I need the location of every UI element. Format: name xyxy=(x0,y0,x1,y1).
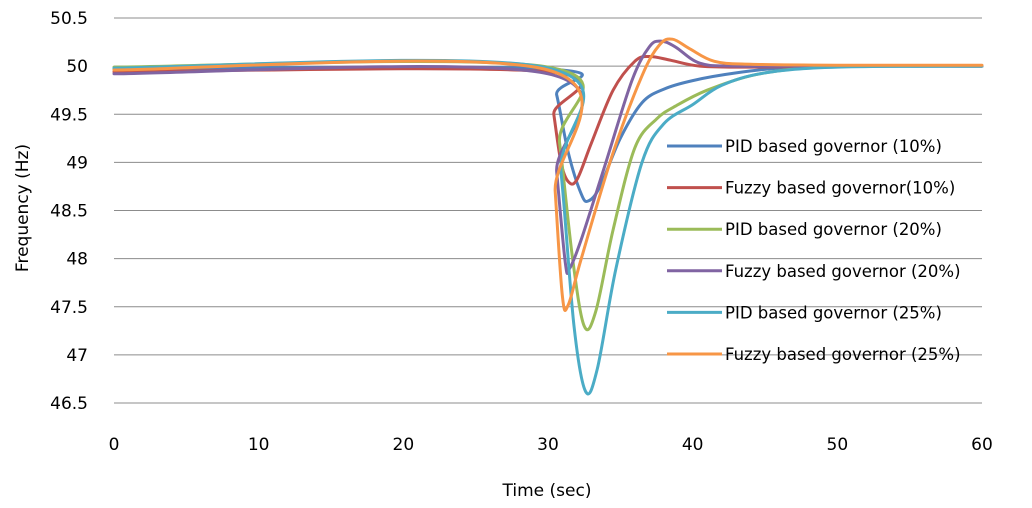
legend-label: Fuzzy based governor (20%) xyxy=(725,262,961,281)
x-tick-label: 40 xyxy=(682,435,704,455)
y-tick-label: 48.5 xyxy=(50,202,88,222)
y-tick-label: 50 xyxy=(66,57,88,77)
y-tick-label: 47.5 xyxy=(50,298,88,318)
y-tick-labels: 46.5 47 47.5 48 48.5 49 49.5 50 50.5 xyxy=(50,9,88,414)
y-tick-label: 46.5 xyxy=(50,394,88,414)
legend-label: PID based governor (10%) xyxy=(725,137,942,156)
legend: PID based governor (10%) Fuzzy based gove… xyxy=(667,137,961,364)
x-tick-label: 30 xyxy=(537,435,559,455)
series-lines xyxy=(112,37,984,396)
x-tick-label: 50 xyxy=(827,435,849,455)
y-tick-label: 48 xyxy=(66,250,88,270)
y-tick-label: 47 xyxy=(66,346,88,366)
series-line-2 xyxy=(112,54,984,186)
x-tick-label: 0 xyxy=(109,435,120,455)
legend-label: PID based governor (20%) xyxy=(725,220,942,239)
x-tick-label: 60 xyxy=(971,435,993,455)
x-tick-labels: 0 10 20 30 40 50 60 xyxy=(109,435,993,455)
y-tick-label: 50.5 xyxy=(50,9,88,29)
series-line-5 xyxy=(112,58,984,396)
x-tick-label: 20 xyxy=(393,435,415,455)
y-axis-title: Frequency (Hz) xyxy=(13,144,33,272)
series-line-6 xyxy=(112,37,984,312)
y-tick-label: 49.5 xyxy=(50,105,88,125)
legend-label: PID based governor (25%) xyxy=(725,303,942,322)
legend-label: Fuzzy based governor (25%) xyxy=(725,345,961,364)
x-axis-title: Time (sec) xyxy=(502,481,592,501)
x-tick-label: 10 xyxy=(248,435,270,455)
y-tick-label: 49 xyxy=(66,153,88,173)
legend-label: Fuzzy based governor(10%) xyxy=(725,179,955,198)
